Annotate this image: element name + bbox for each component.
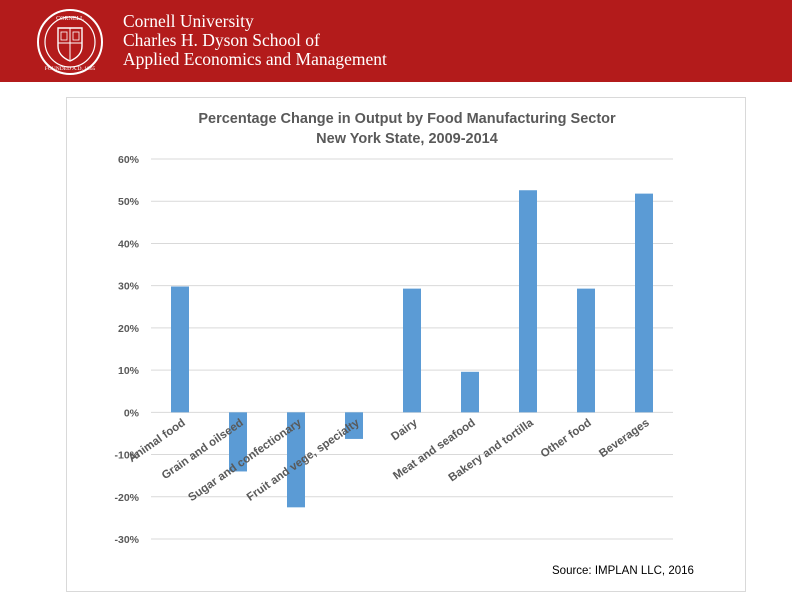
bar [171,286,189,413]
chart-title-line-2: New York State, 2009-2014 [316,131,498,147]
brand-line-department: Applied Economics and Management [123,49,387,69]
y-tick-label: 20% [118,323,140,335]
y-tick-label: -10% [114,450,139,462]
brand-line-school: Charles H. Dyson School of [123,30,320,50]
x-category-label: Animal food [126,417,187,465]
y-tick-label: 50% [118,196,140,208]
header-banner: CORNELL FOUNDED A.D. 1865 Cornell Univer… [0,0,792,82]
y-tick-label: 0% [124,407,140,419]
chart-title-line-1: Percentage Change in Output by Food Manu… [198,111,616,127]
y-tick-label: 60% [118,154,140,166]
y-tick-label: -20% [114,492,139,504]
x-category-label: Beverages [597,417,652,460]
svg-text:CORNELL: CORNELL [56,16,84,22]
bar [635,193,653,413]
y-tick-label: 40% [118,238,140,250]
bar [403,288,421,413]
y-tick-label: 10% [118,365,140,377]
bar [229,412,247,472]
svg-text:FOUNDED A.D. 1865: FOUNDED A.D. 1865 [45,66,96,72]
brand-line-university: Cornell University [123,11,254,31]
bar-chart: Percentage Change in Output by Food Manu… [114,111,673,546]
institution-name: Cornell University Charles H. Dyson Scho… [123,12,387,69]
cornell-seal-icon: CORNELL FOUNDED A.D. 1865 [37,9,103,75]
bar [519,190,537,413]
source-note: Source: IMPLAN LLC, 2016 [552,565,694,577]
bar [345,412,363,439]
x-category-label: Other food [539,417,594,461]
chart-frame: Percentage Change in Output by Food Manu… [66,97,746,592]
y-tick-label: 30% [118,281,140,293]
bar [287,412,305,508]
bar [461,371,479,413]
x-category-label: Dairy [389,417,420,444]
y-tick-label: -30% [114,534,139,546]
bar [577,288,595,413]
